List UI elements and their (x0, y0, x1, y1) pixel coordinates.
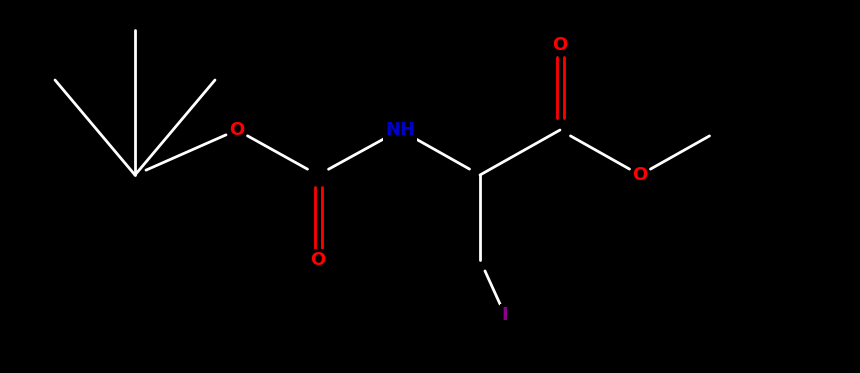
Text: O: O (310, 251, 326, 269)
Text: NH: NH (385, 121, 415, 139)
Text: O: O (230, 121, 244, 139)
Text: O: O (552, 36, 568, 54)
Text: I: I (501, 306, 508, 324)
Text: O: O (632, 166, 648, 184)
